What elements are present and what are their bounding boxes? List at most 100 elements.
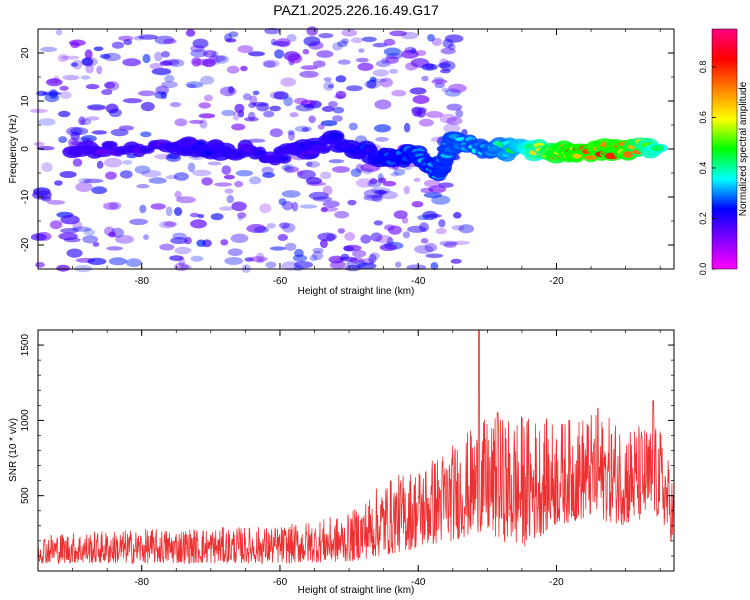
spectrogram-noise-blob [306,26,319,36]
snr-series [37,329,675,565]
spectrogram-noise-blob [346,85,363,92]
spectrogram-noise-blob [278,198,287,206]
spectrogram-noise-blob [122,160,133,165]
spectrogram-noise-blob [244,117,259,122]
spectrogram-noise-blob [423,179,441,188]
spectrogram-noise-blob [240,65,248,72]
spectrogram-noise-blob [169,255,184,261]
spectrogram-noise-blob [142,53,151,64]
spectrogram-xtick-label: -40 [411,276,426,287]
spectrogram-noise-blob [122,98,143,104]
spectrogram-noise-blob [161,51,170,58]
spectrogram-noise-blob [389,68,399,74]
spectrogram-noise-blob [108,201,122,210]
spectrogram-noise-blob [367,179,382,188]
spectrogram-noise-blob [104,81,116,89]
spectrogram-noise-blob [228,86,235,94]
snr-ytick-label: 1000 [20,409,31,432]
spectrogram-noise-blob [70,62,79,67]
spectrogram-noise-blob [446,116,463,126]
snr-chart: -80 -60 -40 -20 500 1000 1500 Height of straig… [8,329,675,596]
spectrogram-noise-blob [221,165,232,175]
spectrogram-noise-blob [154,51,163,62]
spectrogram-noise-blob [363,189,383,199]
spectrogram-noise-blob [279,222,290,229]
spectrogram-noise-blob [323,81,335,91]
spectrogram-noise-blob [269,246,287,251]
spectrogram-noise-blob [425,253,444,259]
spectrogram-chart: -80 -60 -40 -20 -20 -10 0 10 20 Height of straig… [8,26,675,297]
spectrogram-noise-blob [312,196,333,202]
spectrogram-noise-blob [446,103,463,111]
spectrogram-noise-blob [363,194,382,201]
spectrogram-noise-blob [303,36,321,47]
spectrogram-noise-blob [424,242,438,252]
spectrogram-noise-blob [332,106,345,114]
spectrogram-noise-blob [374,99,392,110]
spectrogram-noise-blob [274,49,285,59]
spectrogram-noise-blob [226,65,240,74]
spectrogram-noise-blob [251,101,269,107]
spectrogram-noise-blob [421,75,429,82]
spectrogram-noise-blob [320,239,328,249]
spectrogram-noise-blob [105,171,117,180]
spectrogram-noise-blob [46,78,63,87]
spectrogram-noise-blob [444,34,464,43]
spectrogram-noise-blob [70,127,89,136]
spectrogram-noise-blob [129,218,149,225]
spectrogram-noise-blob [375,136,389,142]
spectrogram-noise-blob [203,94,214,102]
spectrogram-noise-blob [163,38,177,44]
spectrogram-noise-blob [343,244,362,252]
spectrogram-noise-blob [350,37,363,44]
spectrogram-noise-blob [249,256,268,262]
spectrogram-noise-blob [249,95,258,105]
spectrogram-noise-blob [358,48,365,53]
spectrogram-noise-blob [83,178,104,184]
spectrogram-noise-blob [412,95,430,104]
spectrogram-noise-blob [402,231,411,239]
spectrogram-noise-blob [165,153,182,162]
spectrogram-noise-blob [376,60,391,68]
spectrogram-noise-blob [189,212,200,218]
spectrogram-noise-blob [378,177,387,184]
spectrogram-ticks: -80 -60 -40 -20 -20 -10 0 10 20 [20,28,674,287]
spectrogram-noise-blob [138,34,158,40]
spectrogram-noise-blob [312,250,324,261]
spectrogram-noise-blob [378,189,385,197]
spectrogram-noise-blob [335,75,347,83]
spectrogram-noise-blob [33,141,45,147]
spectrogram-noise-blob [161,81,178,89]
spectrogram-noise-blob [374,189,388,195]
spectrogram-noise-blob [159,220,176,229]
spectrogram-noise-blob [416,107,427,118]
spectrogram-noise-blob [373,220,383,226]
spectrogram-noise-blob [372,42,388,48]
spectrogram-noise-blob [165,206,173,217]
spectrogram-noise-blob [174,207,183,216]
spectrogram-noise-blob [442,38,454,49]
spectrogram-noise-blob [46,200,66,205]
spectrogram-noise-blob [82,57,94,66]
spectrogram-noise-blob [85,84,100,90]
spectrogram-noise-blob [269,105,282,112]
spectrogram-noise-blob [281,222,296,233]
spectrogram-noise-blob [312,247,324,254]
spectrogram-noise-blob [148,177,167,184]
spectrogram-noise-blob [170,237,188,245]
spectrogram-xtick-label: -20 [549,276,564,287]
spectrogram-noise-blob [328,159,345,164]
spectrogram-noise-blob [58,136,68,144]
spectrogram-noise-blob [266,223,276,229]
spectrogram-noise-blob [215,55,229,64]
spectrogram-noise-blob [430,262,439,271]
spectrogram-noise-blob [123,39,133,46]
spectrogram-noise-blob [383,38,396,46]
spectrogram-noise-blob [141,170,162,178]
spectrogram-noise-blob [413,177,421,182]
spectrogram-noise-blob [219,206,234,211]
spectrogram-noise-blob [404,46,416,54]
spectrogram-noise-blob [415,50,427,56]
spectrogram-noise-blob [86,104,106,110]
spectrogram-noise-blob [413,111,423,117]
